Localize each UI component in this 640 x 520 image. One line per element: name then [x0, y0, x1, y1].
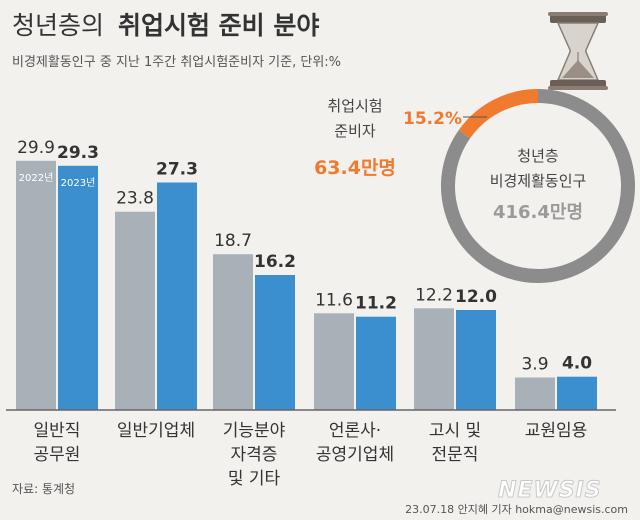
bar-2023-1 [157, 182, 197, 410]
donut-left-value: 63.4만명 [314, 157, 396, 179]
bar-2023-5 [557, 376, 597, 410]
bar-value-label: 4.0 [562, 354, 592, 374]
bar-2023-3 [356, 316, 396, 410]
bar-2022-3 [314, 313, 354, 410]
donut-share-label: 15.2% [403, 109, 462, 129]
donut-remainder-arc [441, 89, 635, 283]
credit-line: 23.07.18 안지혜 기자 hokma@newsis.com [405, 503, 628, 516]
bar-value-label: 11.6 [315, 290, 353, 310]
bar-value-label: 3.9 [521, 355, 548, 375]
bar-2022-4 [414, 308, 454, 410]
bar-value-label: 18.7 [214, 231, 252, 251]
bar-2023-2 [255, 275, 295, 410]
category-label: 일반기업체 [117, 421, 195, 441]
bar-value-label: 29.3 [57, 143, 99, 163]
bar-value-label: 12.0 [455, 287, 497, 307]
bar-2022-2 [213, 254, 253, 410]
newsis-logo: NEWSIS [498, 478, 602, 503]
donut-center-label-1: 청년층 [517, 147, 558, 165]
series-label: 2022년 [19, 172, 54, 184]
title-bold: 취업시험 준비 분야 [118, 11, 319, 40]
title-light: 청년층의 [12, 11, 104, 40]
bar-value-label: 27.3 [156, 160, 198, 180]
category-label: 자격증 [231, 445, 278, 465]
bar-2022-0 [16, 160, 56, 410]
bar-value-label: 12.2 [415, 285, 453, 305]
category-label: 공무원 [34, 445, 81, 465]
category-label: 언론사· [329, 421, 381, 441]
category-label: 및 기타 [228, 469, 281, 489]
bar-value-label: 11.2 [355, 294, 397, 314]
donut-center-value: 416.4만명 [493, 202, 583, 223]
bar-2023-0 [58, 165, 98, 410]
bar-value-label: 16.2 [254, 252, 296, 272]
bar-2022-1 [115, 211, 155, 410]
category-label: 교원임용 [525, 421, 588, 441]
chart-title: 청년층의 취업시험 준비 분야 [12, 11, 319, 40]
donut-share-arc [458, 89, 539, 139]
bar-2022-5 [515, 377, 555, 410]
category-label: 고시 및 [429, 421, 481, 441]
category-label: 일반직 [34, 421, 81, 441]
chart-subtitle: 비경제활동인구 중 지난 1주간 취업시험준비자 기준, 단위:% [12, 55, 341, 70]
donut-center-label-2: 비경제활동인구 [490, 172, 587, 190]
donut-chart: 15.2% 취업시험 준비자 63.4만명 청년층 비경제활동인구 416.4만… [314, 89, 635, 283]
category-label: 전문직 [432, 445, 479, 465]
donut-left-label-2: 준비자 [334, 122, 376, 140]
bar-chart: 29.9 2022년 23.8 18.7 11.6 12.2 3.9 29.3 2023년 27.… [16, 138, 597, 410]
bar-value-label: 29.9 [17, 138, 55, 158]
bar-value-label: 23.8 [116, 189, 154, 209]
source-note: 자료: 통계청 [12, 482, 75, 496]
hourglass-icon [548, 12, 608, 90]
category-label: 기능분야 [223, 421, 286, 441]
bar-2023-4 [456, 310, 496, 410]
category-label: 공영기업체 [316, 445, 394, 465]
series-label: 2023년 [61, 177, 96, 189]
donut-left-label-1: 취업시험 [327, 97, 382, 115]
